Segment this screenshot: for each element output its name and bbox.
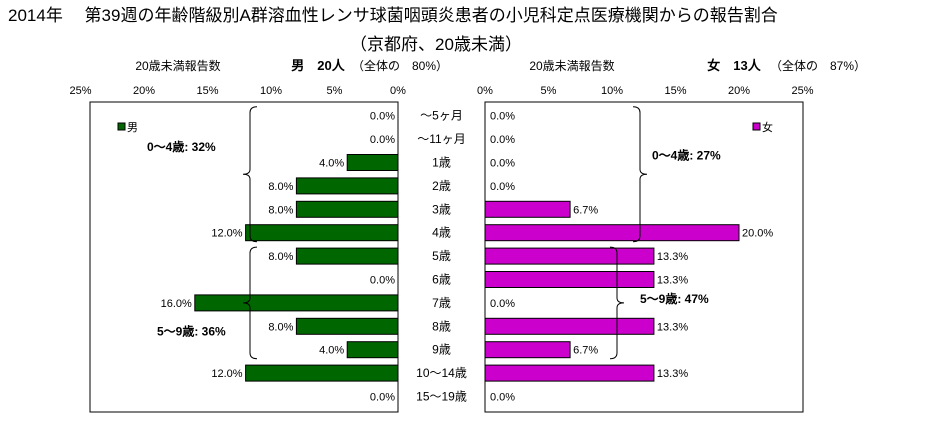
male-bar bbox=[346, 154, 399, 171]
female-data-label: 0.0% bbox=[490, 158, 515, 170]
male-data-label: 0.0% bbox=[370, 134, 395, 146]
female-axis-tick-label: 15% bbox=[664, 85, 686, 97]
female-group-brace bbox=[632, 106, 648, 243]
female-bar bbox=[484, 271, 655, 288]
male-axis-tick-label: 20% bbox=[133, 85, 155, 97]
female-axis-tick-label: 10% bbox=[601, 85, 623, 97]
female-data-label: 0.0% bbox=[490, 111, 515, 123]
female-data-label: 0.0% bbox=[490, 298, 515, 310]
male-series: 0.0% 0.0% 4.0% 8.0% 8.0% 12.0% 8.0% 0.0% 16.0% 8.… bbox=[161, 111, 399, 404]
female-header-share: （全体の 87%） bbox=[770, 58, 866, 73]
female-bar bbox=[484, 224, 740, 242]
female-axis-ticks: 0% 5% 10% 15% 20% 25% bbox=[477, 85, 814, 97]
male-group-brace bbox=[242, 106, 258, 243]
male-data-label: 0.0% bbox=[370, 111, 395, 123]
female-bar bbox=[484, 341, 571, 359]
age-category-label: 10～14歳 bbox=[416, 366, 467, 380]
female-legend-swatch bbox=[752, 122, 761, 131]
male-data-label: 16.0% bbox=[161, 298, 192, 310]
male-data-label: 8.0% bbox=[268, 321, 293, 333]
female-data-label: 0.0% bbox=[490, 392, 515, 404]
male-bar bbox=[295, 200, 399, 218]
male-data-label: 0.0% bbox=[370, 392, 395, 404]
chart-title: 2014年 第39週の年齢階級別A群溶血性レンサ球菌咽頭炎患者の小児科定点医療機… bbox=[8, 6, 778, 25]
male-data-label: 8.0% bbox=[268, 251, 293, 263]
female-data-label: 0.0% bbox=[490, 134, 515, 146]
male-axis-tick-label: 25% bbox=[69, 85, 91, 97]
female-group-label: 5～9歳: 47% bbox=[640, 291, 709, 306]
male-group-brace bbox=[242, 246, 258, 360]
female-data-label: 6.7% bbox=[573, 345, 598, 357]
female-axis-tick-label: 0% bbox=[477, 85, 493, 97]
male-bar bbox=[295, 317, 399, 335]
female-data-label: 13.3% bbox=[657, 321, 688, 333]
male-bar bbox=[295, 247, 399, 265]
female-data-label: 0.0% bbox=[490, 181, 515, 193]
male-data-label: 8.0% bbox=[268, 181, 293, 193]
age-category-label: 7歳 bbox=[432, 296, 451, 310]
female-bar bbox=[484, 200, 571, 218]
age-group-annotations: 0～4歳: 32% 5～9歳: 36% 0～4歳: 27% 5～9歳: 47% bbox=[147, 106, 721, 360]
female-data-label: 13.3% bbox=[657, 368, 688, 380]
female-data-label: 20.0% bbox=[742, 228, 773, 240]
age-category-label: ～11ヶ月 bbox=[417, 132, 465, 146]
age-category-label: 15～19歳 bbox=[416, 390, 467, 404]
male-bar bbox=[194, 294, 399, 312]
male-axis-tick-label: 0% bbox=[390, 85, 406, 97]
male-axis-tick-label: 5% bbox=[327, 85, 343, 97]
female-header-count-label: 20歳未満報告数 bbox=[529, 58, 614, 73]
female-axis-tick-label: 25% bbox=[791, 85, 813, 97]
male-axis-tick-label: 15% bbox=[196, 85, 218, 97]
female-bar bbox=[484, 247, 655, 265]
female-header-total: 女 13人 bbox=[707, 58, 761, 73]
male-bar bbox=[245, 364, 399, 382]
age-category-label: 3歳 bbox=[432, 202, 451, 216]
age-category-label: 2歳 bbox=[432, 179, 451, 193]
female-data-label: 13.3% bbox=[657, 275, 688, 287]
male-data-label: 12.0% bbox=[211, 368, 242, 380]
male-header-count-label: 20歳未満報告数 bbox=[135, 58, 220, 73]
female-legend: 女 bbox=[752, 120, 773, 134]
male-legend: 男 bbox=[117, 122, 138, 134]
female-group-brace bbox=[609, 246, 625, 360]
female-legend-label: 女 bbox=[762, 120, 773, 134]
female-bar bbox=[484, 317, 655, 335]
female-series: 0.0% 0.0% 0.0% 0.0% 6.7% 20.0% 13.3% 13.3% 0.0% 1… bbox=[484, 111, 773, 404]
male-axis-ticks: 25% 20% 15% 10% 5% 0% bbox=[69, 85, 406, 97]
age-category-label: 6歳 bbox=[432, 273, 451, 287]
chart-subtitle: （京都府、20歳未満） bbox=[350, 35, 522, 54]
male-legend-swatch bbox=[117, 122, 126, 131]
male-data-label: 12.0% bbox=[211, 228, 242, 240]
male-bar bbox=[245, 224, 399, 242]
female-data-label: 6.7% bbox=[573, 204, 598, 216]
age-category-label: 1歳 bbox=[432, 156, 451, 170]
male-legend-label: 男 bbox=[127, 122, 138, 134]
age-category-label: 4歳 bbox=[432, 226, 451, 240]
male-bar bbox=[295, 177, 399, 195]
female-axis-tick-label: 5% bbox=[541, 85, 557, 97]
male-data-label: 8.0% bbox=[268, 204, 293, 216]
age-category-label: 5歳 bbox=[432, 249, 451, 263]
male-axis-tick-label: 10% bbox=[260, 85, 282, 97]
age-category-labels: ～5ヶ月 ～11ヶ月 1歳 2歳 3歳 4歳 5歳 6歳 7歳 8歳 9歳 10～14歳 15～19歳 bbox=[416, 109, 467, 404]
male-header-total: 男 20人 bbox=[291, 58, 345, 73]
female-axis-tick-label: 20% bbox=[728, 85, 750, 97]
male-header-share: （全体の 80%） bbox=[352, 58, 448, 73]
male-data-label: 4.0% bbox=[319, 345, 344, 357]
male-group-label: 0～4歳: 32% bbox=[147, 139, 216, 154]
male-data-label: 4.0% bbox=[319, 158, 344, 170]
male-data-label: 0.0% bbox=[370, 275, 395, 287]
female-bar bbox=[484, 364, 655, 382]
female-group-label: 0～4歳: 27% bbox=[652, 148, 721, 163]
female-data-label: 13.3% bbox=[657, 251, 688, 263]
male-group-label: 5～9歳: 36% bbox=[157, 323, 226, 338]
male-bar bbox=[346, 341, 399, 359]
age-category-label: 9歳 bbox=[432, 343, 451, 357]
age-category-label: ～5ヶ月 bbox=[420, 109, 463, 123]
age-category-label: 8歳 bbox=[432, 319, 451, 333]
